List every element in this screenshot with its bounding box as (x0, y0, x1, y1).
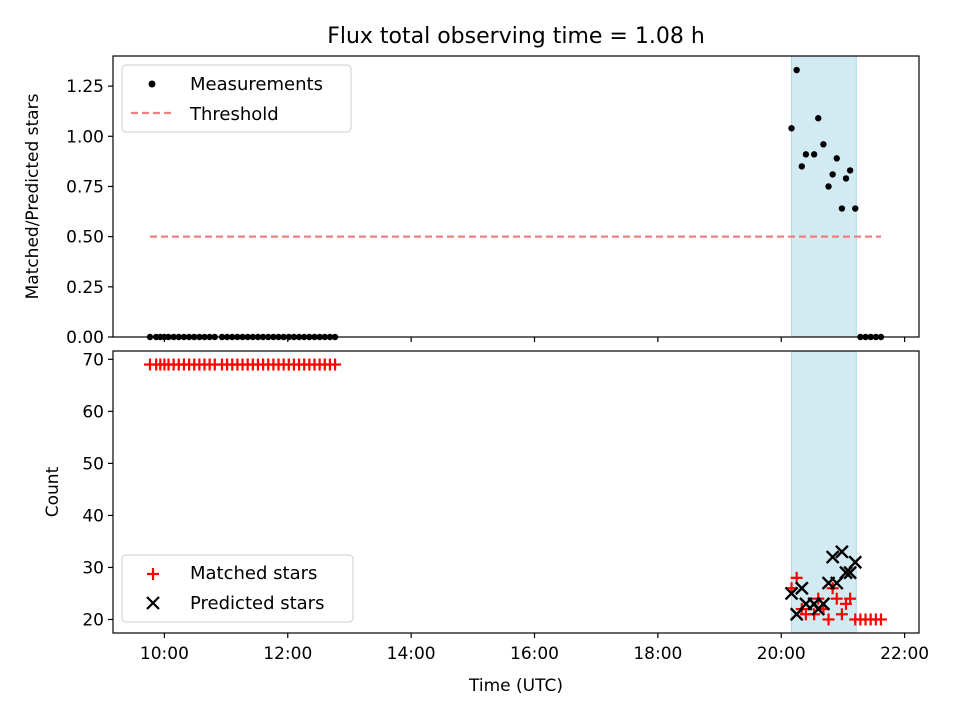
top-y-tick-label: 0.50 (66, 228, 104, 248)
x-axis-label: Time (UTC) (468, 676, 563, 696)
bottom-y-axis-label: Count (43, 466, 63, 517)
legend-measurements-marker (148, 80, 156, 88)
matched-star-point (844, 592, 857, 605)
legend-predicted-label: Predicted stars (190, 593, 324, 614)
top-legend-box (121, 64, 352, 133)
top-y-tick-label: 0.75 (66, 177, 104, 197)
x-tick-label: 14:00 (387, 644, 436, 664)
predicted-star-point (848, 555, 863, 570)
predicted-star-point (835, 544, 849, 559)
measurement-point (793, 66, 800, 74)
measurement-point (825, 183, 832, 190)
matched-star-point (835, 608, 848, 621)
top-y-axis: 0.00 0.25 0.50 0.75 1.00 1.25 (66, 77, 113, 348)
predicted-star-point (825, 550, 840, 564)
bottom-y-tick-label: 40 (82, 506, 104, 526)
bottom-legend-box (121, 554, 354, 623)
measurement-point (798, 163, 806, 170)
bottom-y-tick-label: 30 (82, 558, 104, 578)
predicted-star-point (816, 597, 831, 611)
bottom-highlight-span (791, 350, 857, 634)
bottom-y-axis: 20 30 40 50 60 70 (82, 350, 113, 630)
bottom-y-tick-label: 20 (82, 610, 104, 630)
legend-measurements-label: Measurements (190, 74, 323, 95)
x-tick-label: 22:00 (880, 644, 929, 664)
bottom-x-axis: 10:00 12:00 14:00 16:00 18:00 20:00 22:00 (140, 633, 929, 664)
top-highlight-span (791, 55, 857, 338)
star-count-points (144, 358, 887, 626)
measurement-point (833, 155, 840, 162)
matched-star-point (874, 613, 887, 626)
x-tick-label: 12:00 (263, 644, 312, 664)
top-y-tick-label: 1.00 (66, 127, 104, 147)
measurement-point (815, 115, 822, 122)
top-panel: 0.00 0.25 0.50 0.75 1.00 1.25 Matched/Predict… (23, 55, 920, 348)
bottom-y-tick-label: 70 (82, 350, 104, 370)
bottom-legend: Matched stars Predicted stars (121, 554, 354, 623)
measurements-points (146, 66, 885, 341)
measurement-point (810, 151, 818, 158)
legend-threshold-label: Threshold (189, 104, 279, 125)
bottom-plot-frame (112, 350, 920, 634)
matched-star-point (822, 613, 835, 626)
measurement-point (842, 175, 850, 182)
top-y-axis-label: Matched/Predicted stars (23, 93, 43, 299)
measurement-point (802, 151, 810, 158)
measurement-point (820, 141, 827, 148)
top-y-tick-label: 1.25 (66, 77, 104, 97)
measurement-point (829, 171, 836, 178)
measurement-point (846, 167, 854, 174)
x-tick-label: 10:00 (140, 644, 189, 664)
x-tick-label: 18:00 (633, 644, 682, 664)
x-tick-label: 16:00 (510, 644, 559, 664)
predicted-star-point (794, 581, 809, 596)
top-y-tick-label: 0.25 (66, 278, 104, 298)
matched-star-point (329, 358, 342, 371)
bottom-y-tick-label: 50 (82, 454, 104, 474)
legend-matched-label: Matched stars (190, 563, 317, 584)
predicted-star-point (843, 565, 857, 580)
matched-star-point (830, 592, 843, 605)
top-plot-frame (112, 55, 920, 338)
x-tick-label: 20:00 (757, 644, 806, 664)
measurement-point (852, 205, 859, 212)
legend-matched-marker (147, 568, 159, 580)
measurement-point (788, 125, 795, 132)
top-y-tick-label: 0.00 (66, 328, 104, 348)
chart-title: Flux total observing time = 1.08 h (327, 24, 705, 49)
legend-predicted-marker (146, 596, 160, 610)
measurement-point (838, 205, 846, 212)
bottom-panel: 20 30 40 50 60 70 10:00 12:00 14:00 16:00 18:00 20… (43, 350, 929, 696)
bottom-y-tick-label: 60 (82, 402, 104, 422)
top-legend: Measurements Threshold (121, 64, 352, 133)
predicted-star-point (784, 586, 799, 601)
